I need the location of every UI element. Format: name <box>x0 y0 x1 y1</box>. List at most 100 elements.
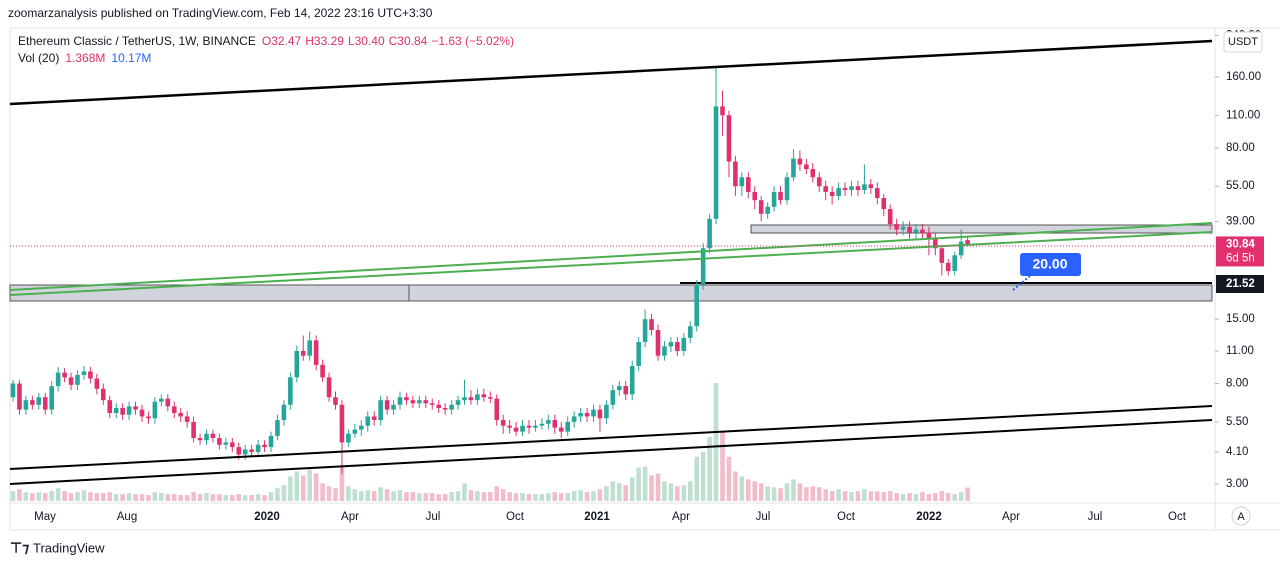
candle-body <box>475 394 480 401</box>
volume-bar <box>481 492 487 501</box>
candle-body <box>597 409 603 419</box>
volume-bar <box>423 493 429 501</box>
countdown-label: 6d 5h <box>1226 252 1255 264</box>
candle-body <box>94 378 100 389</box>
volume-bar <box>965 487 970 501</box>
volume-value: 1.368M <box>65 51 105 65</box>
auto-button[interactable] <box>1231 506 1251 526</box>
last-price-box <box>1216 236 1264 267</box>
candle-body <box>404 397 409 401</box>
candle-body <box>152 401 158 419</box>
volume-bar <box>707 437 712 501</box>
candle-body <box>165 398 171 407</box>
symbol: Ethereum Classic / TetherUS, 1W, BINANCE <box>18 34 256 48</box>
volume-bar <box>500 489 506 501</box>
candle-body <box>417 400 422 404</box>
x-tick-label: Oct <box>837 511 856 523</box>
volume-bar <box>952 494 957 501</box>
candle-body <box>101 388 106 401</box>
volume-bar <box>333 488 338 501</box>
volume-bar <box>900 494 906 501</box>
candle-body <box>210 433 216 438</box>
brand-logo: ⊤⁊ <box>10 540 29 556</box>
candle-body <box>88 371 93 379</box>
volume-bar <box>49 491 54 501</box>
candle-body <box>113 407 119 413</box>
volume-bar <box>546 493 551 501</box>
volume-bar <box>288 476 293 501</box>
x-tick-label: 2022 <box>916 511 942 523</box>
candle-body <box>933 238 938 249</box>
candle-body <box>952 255 957 272</box>
x-tick-label: May <box>34 511 56 523</box>
volume-bar <box>623 485 629 501</box>
candle-body <box>810 169 816 178</box>
volume-bar <box>726 456 732 501</box>
x-tick-label: Jul <box>1088 511 1103 523</box>
auto-label[interactable]: A <box>1237 511 1245 523</box>
volume-bar <box>88 492 93 501</box>
candle-body <box>294 350 300 378</box>
volume-bar <box>107 492 113 501</box>
candle-body <box>513 427 519 432</box>
candle-body <box>623 386 629 395</box>
candle-body <box>262 444 267 448</box>
volume-bar <box>281 485 287 501</box>
candle-body <box>242 449 248 455</box>
volume-bar <box>436 494 441 501</box>
volume-name: Vol (20) <box>18 51 59 65</box>
candle-body <box>313 340 319 365</box>
volume-bar <box>868 491 874 501</box>
volume-bar <box>939 491 945 501</box>
y-tick-label: 4.10 <box>1226 446 1248 458</box>
volume-bar <box>371 491 377 501</box>
volume-bar <box>113 494 119 501</box>
candle-body <box>823 186 828 192</box>
volume-bar <box>507 492 512 501</box>
y-tick-label: 110.00 <box>1226 109 1260 121</box>
volume-bar <box>558 493 564 501</box>
x-tick-label: 2021 <box>584 511 610 523</box>
candle-body <box>629 365 635 395</box>
volume-bar <box>655 473 661 501</box>
volume-bar <box>694 456 699 501</box>
candle-body <box>339 404 345 443</box>
volume-bar <box>462 483 467 501</box>
volume-bar <box>429 493 435 501</box>
candle-body <box>378 400 383 421</box>
volume-bar <box>68 493 74 501</box>
brand-name: TradingView <box>33 540 105 555</box>
volume-bar <box>300 475 306 501</box>
volume-bar <box>597 489 603 501</box>
volume-bar <box>30 493 35 501</box>
volume-bar <box>933 493 938 501</box>
candle-body <box>655 329 661 356</box>
candle-body <box>526 425 532 428</box>
currency-button[interactable] <box>1223 31 1263 53</box>
volume-bar <box>204 493 209 501</box>
volume-bar <box>662 481 667 501</box>
candle-body <box>836 188 841 196</box>
x-tick-label: Apr <box>341 511 359 523</box>
currency-label[interactable]: USDT <box>1228 36 1258 48</box>
candle-body <box>791 158 796 178</box>
candle-body <box>133 406 138 410</box>
candle-body <box>675 342 680 351</box>
volume-legend: Vol (20) 1.368M 10.17M <box>18 51 151 65</box>
y-tick-label: 39.00 <box>1226 215 1255 227</box>
candle-body <box>617 386 622 391</box>
upper-trendline <box>9 39 1213 106</box>
volume-bar <box>836 489 841 501</box>
volume-bar <box>307 469 312 501</box>
candles <box>10 67 970 475</box>
volume-bar <box>10 491 16 501</box>
candle-body <box>139 409 145 417</box>
green-trendline <box>9 222 1213 291</box>
candle-body <box>862 184 867 190</box>
candle-body <box>75 374 80 385</box>
volume-bar <box>81 490 87 501</box>
volume-bar <box>862 489 867 501</box>
candle-body <box>55 372 61 387</box>
candle-body <box>778 191 783 201</box>
